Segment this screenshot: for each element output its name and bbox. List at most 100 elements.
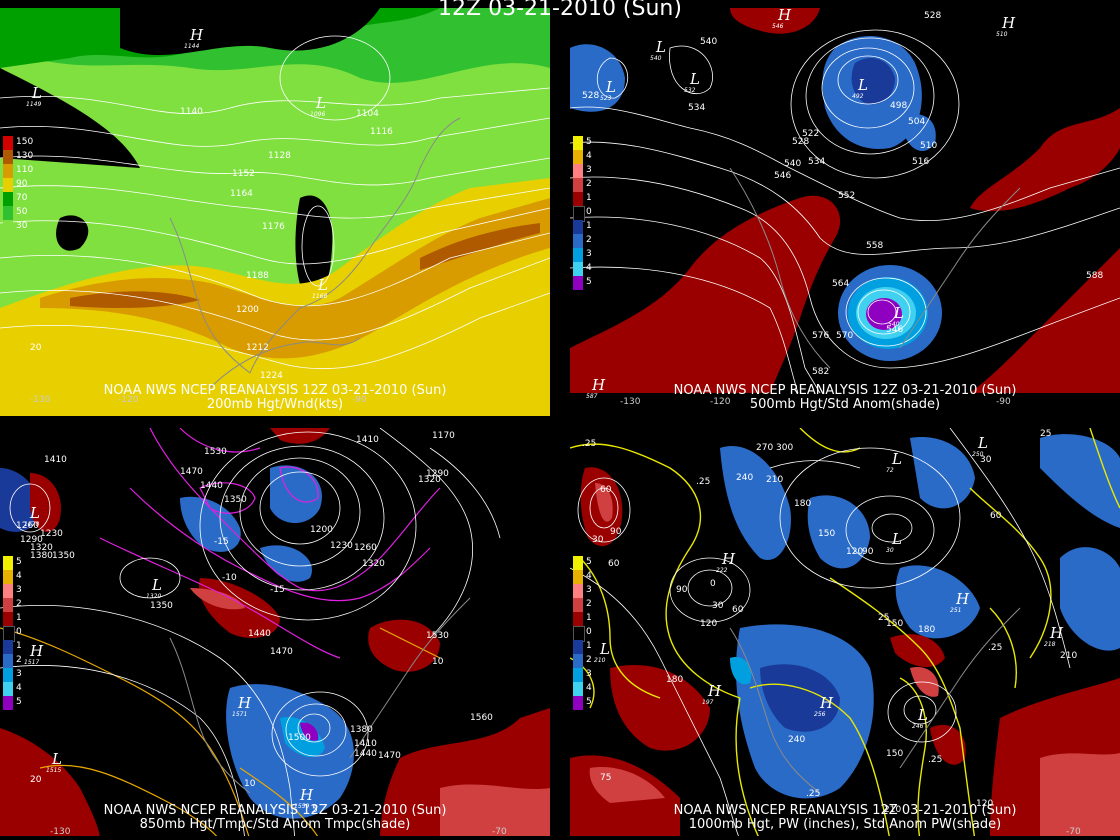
panel-500mb-height-anomaly: H 546 H 510 528 540 L 540 L 532 L 523 528 534 L 492 498 5… (570, 8, 1120, 416)
legend-swatch (573, 150, 583, 164)
legend-entry: 3 (572, 248, 612, 262)
contour-label: -15 (214, 537, 229, 547)
contour-label: 120 (846, 547, 863, 557)
contour-label: 1260 (354, 543, 377, 553)
contour-label: 528 (924, 11, 941, 21)
contour-label: 25 (878, 613, 889, 623)
legend-swatch (573, 612, 583, 626)
low-pressure-marker: L (655, 38, 666, 56)
legend-swatch (3, 668, 13, 682)
contour-label: 1290 (20, 535, 43, 545)
contour-label: 30 (592, 535, 604, 545)
contour-label: 1350 (224, 495, 247, 505)
legend-entry: 5 (572, 136, 612, 150)
legend-swatch (573, 696, 583, 710)
contour-label: 1290 (426, 469, 449, 479)
center-value-label: 218 (1044, 641, 1056, 648)
legend-label: 2 (16, 655, 22, 665)
contour-label: 20 (30, 775, 42, 785)
contour-label: 210 (1060, 651, 1077, 661)
low-pressure-marker: L (891, 450, 902, 468)
chart-title: 12Z 03-21-2010 (Sun) (438, 0, 682, 21)
contour-label: 546 (774, 171, 791, 181)
legend-swatch (3, 150, 13, 164)
legend-swatch (3, 192, 13, 206)
longitude-tick-label: -130 (50, 827, 71, 836)
contour-label: 1470 (180, 467, 203, 477)
legend-entry: 130 (2, 150, 42, 164)
legend-entry: 3 (572, 584, 612, 598)
high-pressure-marker: H (591, 376, 606, 394)
panel1-caption-field: 200mb Hgt/Wnd(kts) (206, 397, 344, 412)
low-pressure-marker: L (893, 304, 904, 322)
legend-entry: 1 (2, 640, 42, 654)
legend-swatch (3, 654, 13, 668)
contour-label: 150 (886, 619, 903, 629)
legend-entry: 1 (572, 192, 612, 206)
legend-label: 90 (16, 179, 28, 189)
legend-swatch (3, 584, 13, 598)
contour-label: 1440 (200, 481, 223, 491)
center-value-label: 540 (650, 55, 662, 62)
panel2-caption-source: NOAA NWS NCEP REANALYSIS 12Z 03-21-2010 … (673, 383, 1017, 398)
legend-label: 0 (586, 207, 592, 217)
legend-label: 50 (16, 207, 28, 217)
legend-label: 5 (586, 137, 592, 147)
legend-entry: 3 (2, 668, 42, 682)
legend-entry: 4 (572, 570, 612, 584)
center-value-label: 246 (912, 723, 924, 730)
high-pressure-marker: H (955, 590, 970, 608)
legend-entry: 4 (2, 570, 42, 584)
legend-entry: 5 (2, 556, 42, 570)
legend-entry: 2 (572, 654, 612, 668)
high-pressure-marker: H (1001, 14, 1016, 32)
contour-label: 1200 (236, 305, 259, 315)
high-pressure-marker: H (237, 694, 252, 712)
center-value-label: 72 (886, 467, 894, 474)
longitude-tick-label: -70 (1066, 827, 1081, 836)
std-anomaly-legend-850mb: 5 4 3 2 1 0 1 2 3 4 5 (2, 556, 42, 710)
legend-swatch (573, 220, 583, 234)
contour-label: 1200 (310, 525, 333, 535)
legend-swatch (3, 206, 13, 220)
legend-label: 4 (586, 683, 592, 693)
contour-label: 60 (600, 485, 612, 495)
contour-label: 522 (802, 129, 819, 139)
contour-label: 588 (1086, 271, 1103, 281)
low-pressure-marker: L (29, 504, 40, 522)
legend-label: 1 (586, 193, 592, 203)
legend-label: 2 (586, 235, 592, 245)
panel-200mb-height-wind: H 1144 L 1149 L 1096 1140 1104 1116 1128 1152 1164 1… (0, 8, 550, 416)
contour-label: 540 (784, 159, 801, 169)
contour-label: .25 (582, 439, 596, 449)
legend-entry: 70 (2, 192, 42, 206)
legend-swatch (573, 598, 583, 612)
contour-label: 564 (832, 279, 849, 289)
legend-entry: 2 (572, 598, 612, 612)
wind-speed-legend: 150 130 110 90 70 50 30 (2, 136, 42, 234)
contour-label: 75 (600, 773, 611, 783)
contour-label: 534 (688, 103, 705, 113)
legend-entry: 1 (572, 612, 612, 626)
low-pressure-marker: L (605, 78, 616, 96)
legend-swatch (573, 234, 583, 248)
contour-label: 60 (608, 559, 620, 569)
contour-label: 1320 (418, 475, 441, 485)
longitude-tick-label: -70 (492, 827, 507, 836)
panel3-caption-source: NOAA NWS NCEP REANALYSIS 12Z 03-21-2010 … (103, 803, 447, 818)
longitude-tick-label: -120 (118, 395, 139, 405)
legend-entry: 1 (572, 220, 612, 234)
contour-label: 1170 (432, 431, 455, 441)
contour-label: 1140 (180, 107, 203, 117)
legend-label: 5 (16, 697, 22, 707)
legend-label: 5 (586, 557, 592, 567)
contour-label: 150 (886, 749, 903, 759)
contour-label: 570 (836, 331, 853, 341)
high-pressure-marker: H (29, 642, 44, 660)
contour-label: 120 (976, 799, 993, 809)
legend-swatch (3, 220, 13, 234)
contour-label: .25 (806, 789, 820, 799)
std-anomaly-legend-500mb: 5 4 3 2 1 0 1 2 3 4 5 (572, 136, 612, 290)
